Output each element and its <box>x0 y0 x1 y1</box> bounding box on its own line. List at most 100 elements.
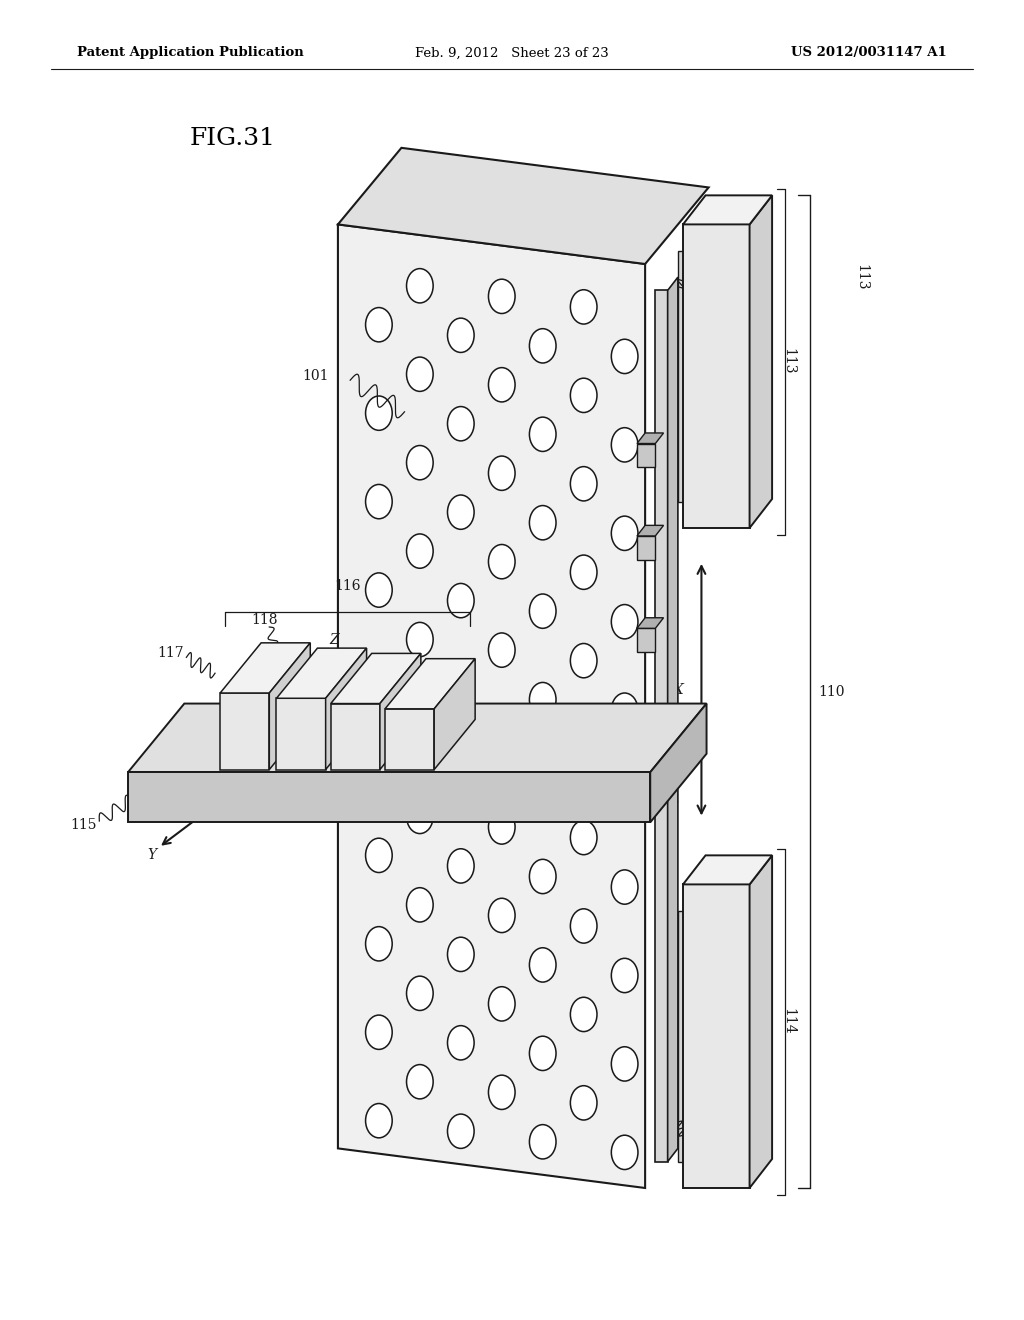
Circle shape <box>570 731 597 766</box>
Circle shape <box>447 1114 474 1148</box>
Circle shape <box>488 280 515 314</box>
Polygon shape <box>331 704 380 770</box>
Polygon shape <box>637 721 655 744</box>
Text: Y: Y <box>147 849 156 862</box>
Circle shape <box>488 809 515 845</box>
Circle shape <box>447 318 474 352</box>
Polygon shape <box>683 884 750 1188</box>
Circle shape <box>447 672 474 706</box>
Polygon shape <box>678 911 683 1162</box>
Circle shape <box>570 554 597 589</box>
Circle shape <box>611 428 638 462</box>
Circle shape <box>570 467 597 502</box>
Circle shape <box>407 975 433 1011</box>
Circle shape <box>529 1125 556 1159</box>
Circle shape <box>570 379 597 413</box>
Circle shape <box>570 644 597 678</box>
Circle shape <box>488 898 515 932</box>
Circle shape <box>447 937 474 972</box>
Circle shape <box>407 535 433 568</box>
Circle shape <box>407 358 433 392</box>
Polygon shape <box>326 648 367 770</box>
Circle shape <box>611 605 638 639</box>
Circle shape <box>366 1015 392 1049</box>
Polygon shape <box>650 704 707 822</box>
Polygon shape <box>434 659 475 770</box>
Circle shape <box>407 887 433 921</box>
Circle shape <box>529 506 556 540</box>
Circle shape <box>366 838 392 873</box>
Circle shape <box>611 781 638 816</box>
Polygon shape <box>678 251 683 502</box>
Text: 116: 116 <box>335 579 360 593</box>
Polygon shape <box>276 698 326 770</box>
Polygon shape <box>380 653 421 770</box>
Circle shape <box>570 908 597 942</box>
Polygon shape <box>637 628 655 652</box>
Polygon shape <box>331 653 421 704</box>
Text: 114: 114 <box>781 1008 796 1035</box>
Polygon shape <box>128 704 707 772</box>
Circle shape <box>447 1026 474 1060</box>
Circle shape <box>488 368 515 401</box>
Text: 117: 117 <box>158 647 184 660</box>
Circle shape <box>488 986 515 1022</box>
Polygon shape <box>637 444 655 467</box>
Polygon shape <box>683 195 772 224</box>
Circle shape <box>529 594 556 628</box>
Circle shape <box>611 958 638 993</box>
Circle shape <box>529 771 556 805</box>
Polygon shape <box>637 433 664 444</box>
Polygon shape <box>338 224 645 1188</box>
Polygon shape <box>668 277 678 1162</box>
Circle shape <box>407 269 433 304</box>
Circle shape <box>447 495 474 529</box>
Polygon shape <box>683 855 772 884</box>
Circle shape <box>407 446 433 480</box>
Circle shape <box>366 661 392 696</box>
Text: 118: 118 <box>251 614 278 627</box>
Circle shape <box>529 682 556 717</box>
Circle shape <box>366 927 392 961</box>
Circle shape <box>407 1064 433 1098</box>
Text: 115: 115 <box>71 818 97 832</box>
Circle shape <box>447 760 474 795</box>
Circle shape <box>529 859 556 894</box>
Polygon shape <box>750 195 772 528</box>
Polygon shape <box>338 148 709 264</box>
Polygon shape <box>220 643 310 693</box>
Polygon shape <box>637 525 664 536</box>
Circle shape <box>366 484 392 519</box>
Circle shape <box>488 455 515 491</box>
Polygon shape <box>637 618 664 628</box>
Text: 101: 101 <box>302 370 329 383</box>
Circle shape <box>407 799 433 834</box>
Circle shape <box>529 329 556 363</box>
Text: 112: 112 <box>653 792 680 805</box>
Circle shape <box>407 710 433 744</box>
Polygon shape <box>637 536 655 560</box>
Text: 113: 113 <box>854 264 868 290</box>
Polygon shape <box>637 710 664 721</box>
Text: FIG.31: FIG.31 <box>189 127 275 150</box>
Polygon shape <box>655 290 668 1162</box>
Circle shape <box>407 623 433 656</box>
Circle shape <box>366 396 392 430</box>
Circle shape <box>611 870 638 904</box>
Circle shape <box>447 849 474 883</box>
Polygon shape <box>750 855 772 1188</box>
Circle shape <box>570 820 597 855</box>
Circle shape <box>366 573 392 607</box>
Circle shape <box>447 583 474 618</box>
Circle shape <box>611 339 638 374</box>
Circle shape <box>611 516 638 550</box>
Polygon shape <box>385 659 475 709</box>
Circle shape <box>447 407 474 441</box>
Text: Patent Application Publication: Patent Application Publication <box>77 46 303 59</box>
Text: X: X <box>674 682 684 697</box>
Text: 110: 110 <box>818 685 845 698</box>
Text: Feb. 9, 2012   Sheet 23 of 23: Feb. 9, 2012 Sheet 23 of 23 <box>415 46 609 59</box>
Circle shape <box>570 998 597 1032</box>
Circle shape <box>366 1104 392 1138</box>
Circle shape <box>570 1085 597 1119</box>
